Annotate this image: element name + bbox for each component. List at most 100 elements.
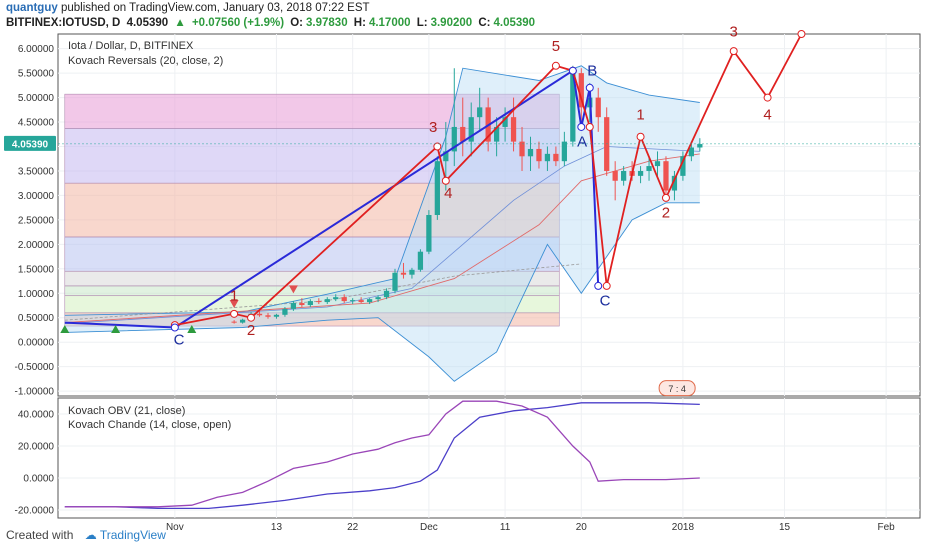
chart-title: Iota / Dollar, D, BITFINEX xyxy=(68,40,194,52)
sell-marker-icon xyxy=(229,300,239,309)
candle-body xyxy=(231,321,237,323)
candle-body xyxy=(671,175,678,191)
buy-marker-icon xyxy=(187,324,197,333)
candle-body xyxy=(417,251,424,270)
close-label: C: xyxy=(478,17,491,29)
obv-legend[interactable]: Kovach OBV (21, close) xyxy=(68,405,186,417)
y-tick-label: 1.00000 xyxy=(18,289,55,300)
candle-body xyxy=(299,303,305,306)
pivot-point xyxy=(585,122,594,131)
candle-body xyxy=(502,117,508,127)
x-tick-label: 20 xyxy=(576,522,588,533)
candle-body xyxy=(273,314,280,317)
change-value: +0.07560 (+1.9%) xyxy=(191,17,285,29)
y-tick-label: 6.00000 xyxy=(18,44,55,55)
candle-body xyxy=(468,117,474,142)
candle-body xyxy=(265,315,271,317)
candle-body xyxy=(392,272,398,291)
wave-label: C xyxy=(174,332,185,349)
lower-y-tick-label: -20.0000 xyxy=(15,506,55,517)
candle-body xyxy=(460,126,466,142)
pivot-point xyxy=(433,142,442,151)
wave-label: 2 xyxy=(662,204,670,221)
candle-body xyxy=(578,73,584,108)
y-tick-label: 5.50000 xyxy=(18,69,55,80)
wave-label: 5 xyxy=(552,38,560,55)
candle-body xyxy=(688,147,695,157)
symbol-name: BITFINEX:IOTUSD, D xyxy=(6,17,121,29)
pivot-point xyxy=(661,193,670,202)
tradingview-logo-icon[interactable]: ☁ TradingView xyxy=(84,528,166,542)
candle-body xyxy=(637,170,644,176)
price-badge xyxy=(4,135,56,151)
pivot-point xyxy=(551,61,560,70)
pivot-point xyxy=(568,66,577,75)
footer: Created with ☁ TradingView xyxy=(6,528,166,542)
zigzag-blue xyxy=(64,69,600,329)
candle-body xyxy=(595,97,601,118)
wave-label: 4 xyxy=(444,185,452,202)
zigzag-red xyxy=(174,33,803,326)
candle-body xyxy=(663,161,669,191)
symbol-info: BITFINEX:IOTUSD, D 4.05390 ▲ +0.07560 (+… xyxy=(6,17,538,29)
candle-body xyxy=(307,301,313,306)
moving-average-dashed xyxy=(64,263,582,321)
candle-body xyxy=(366,299,373,303)
candle-body xyxy=(680,156,686,176)
publish-text: published on TradingView.com, January 03… xyxy=(60,2,370,14)
candle-body xyxy=(426,215,432,252)
bollinger-mid xyxy=(64,146,700,324)
chande-line xyxy=(64,400,700,508)
indicator-legend[interactable]: Kovach Reversals (20, close, 2) xyxy=(68,55,224,67)
x-tick-label: 15 xyxy=(779,522,791,533)
candle-body xyxy=(333,297,339,300)
fib-band xyxy=(64,182,560,238)
y-tick-label: 2.00000 xyxy=(18,240,55,251)
chart-overlay: 4.05390 7 : 4 xyxy=(4,135,920,397)
y-tick-label: 5.00000 xyxy=(18,93,55,104)
wave-label: C xyxy=(600,293,611,310)
y-tick-label: 4.50000 xyxy=(18,118,55,129)
change-arrow-icon: ▲ xyxy=(174,17,186,29)
y-tick-label: 3.50000 xyxy=(18,166,55,177)
high-value: 4.17000 xyxy=(368,17,411,29)
candle-body xyxy=(375,297,381,300)
created-with-text: Created with xyxy=(6,528,74,542)
y-tick-label: 0.00000 xyxy=(18,338,55,349)
y-tick-label: 0.50000 xyxy=(18,313,55,324)
pivot-point xyxy=(729,47,738,56)
x-tick-label: 2018 xyxy=(672,522,695,533)
wave-label: 4 xyxy=(763,107,771,124)
indicator-pane xyxy=(57,397,921,519)
bollinger-bands xyxy=(64,65,700,382)
y-tick-label: 2.50000 xyxy=(18,215,55,226)
candle-body xyxy=(350,300,356,302)
candle-body xyxy=(358,300,364,303)
pivot-point xyxy=(585,83,594,92)
indicator-panel xyxy=(64,400,700,510)
author-link[interactable]: quantguy xyxy=(6,2,58,14)
candle-body xyxy=(383,290,390,298)
wave-label: 3 xyxy=(730,23,738,40)
pivot-point xyxy=(602,281,611,290)
lower-y-tick-label: 40.0000 xyxy=(18,410,55,421)
fib-band xyxy=(64,93,560,129)
buy-marker-icon xyxy=(111,324,121,333)
candle-body xyxy=(443,151,449,162)
candle-body xyxy=(654,161,661,167)
candle-body xyxy=(493,126,500,142)
candle-body xyxy=(282,308,288,315)
chande-legend[interactable]: Kovach Chande (14, close, open) xyxy=(68,419,232,431)
bollinger-fill xyxy=(64,65,700,382)
candle-body xyxy=(646,166,652,171)
obv-line xyxy=(64,402,700,510)
candle-body xyxy=(341,297,347,302)
event-flag-label: 7 : 4 xyxy=(668,384,686,394)
candle-body xyxy=(561,141,567,162)
candle-body xyxy=(290,303,297,309)
candle-body xyxy=(570,73,576,142)
candle-body xyxy=(451,126,457,152)
low-value: 3.90200 xyxy=(430,17,473,29)
candle-body xyxy=(536,148,542,162)
